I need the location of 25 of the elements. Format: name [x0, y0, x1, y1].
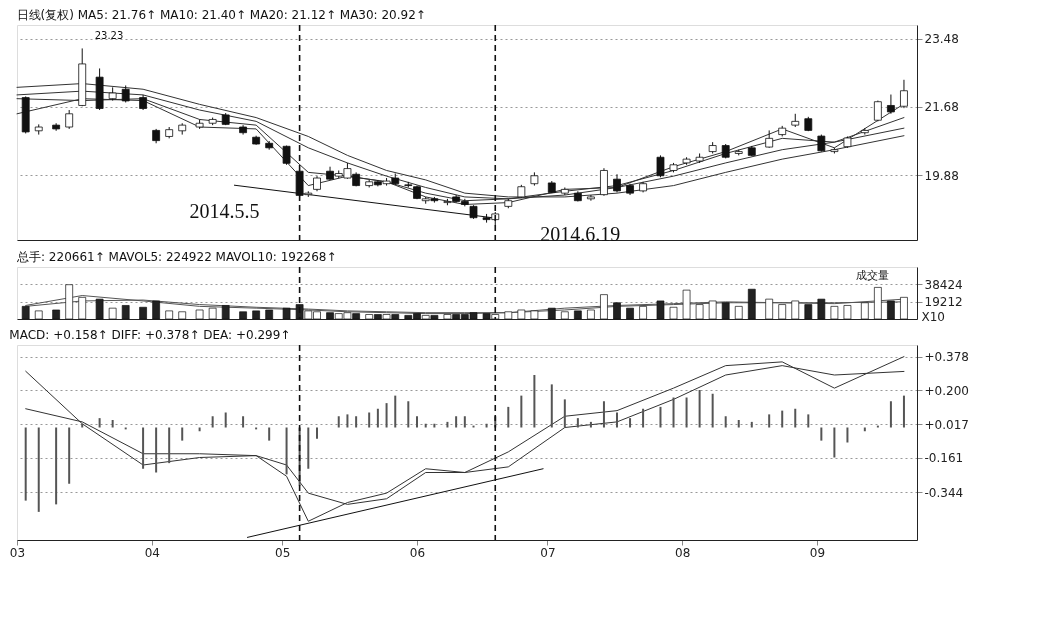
- y-tick-label: 19.88: [924, 168, 959, 183]
- x-tick-label: 08: [675, 545, 691, 560]
- y-tick-label: +0.378: [924, 350, 969, 365]
- x-tick-label: 07: [540, 545, 556, 560]
- x-tick-label: 03: [9, 545, 26, 560]
- x-tick-label: 04: [144, 545, 160, 560]
- y-axis-title: X10: [921, 310, 945, 325]
- y-tick-label: -0.344: [924, 485, 964, 500]
- chart-title: 日线(复权) MA5: 21.76↑ MA10: 21.40↑ MA20: 21.12↑ MA30: 20.92↑: [16, 8, 426, 23]
- annotation: 成交量: [855, 269, 889, 282]
- y-tick-label: 38424: [924, 277, 963, 292]
- y-tick-label: 19212: [924, 295, 963, 310]
- annotation: 23.23: [94, 30, 124, 41]
- text: MACD: +0.158↑ DIFF: +0.378↑ DEA: +0.299↑: [9, 328, 291, 343]
- y-tick-label: +0.200: [924, 383, 969, 398]
- x-tick-label: 05: [275, 545, 291, 560]
- annotation: 2014.6.19: [540, 223, 621, 246]
- text: 总手: 220661↑ MAVOL5: 224922 MAVOL10: 192268↑: [17, 250, 337, 265]
- annotation: 2014.5.5: [189, 199, 260, 222]
- y-tick-label: +0.017: [924, 417, 969, 432]
- y-tick-label: -0.161: [924, 451, 964, 466]
- y-tick-label: 23.48: [924, 32, 959, 47]
- x-tick-label: 06: [409, 545, 426, 560]
- x-tick-label: 09: [809, 545, 826, 560]
- y-tick-label: 21.68: [924, 100, 959, 115]
